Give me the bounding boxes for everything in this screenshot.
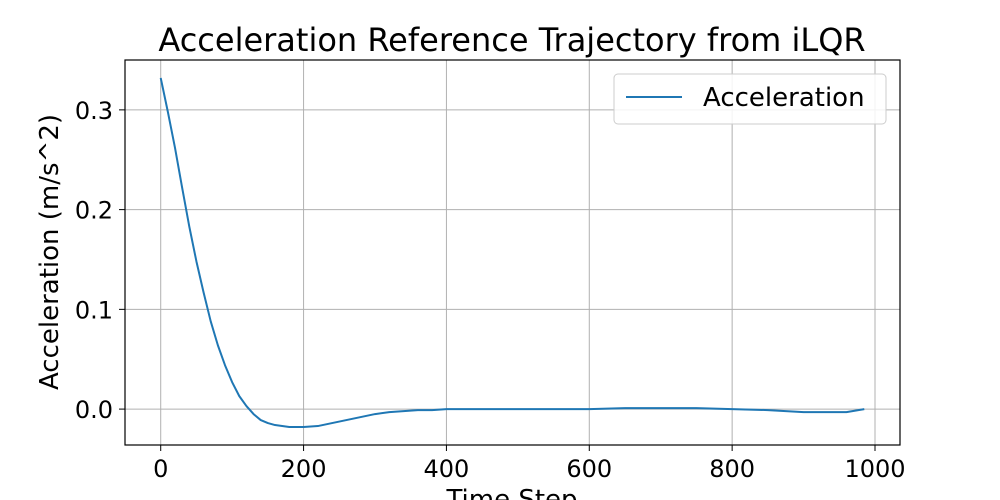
chart-title: Acceleration Reference Trajectory from i… (158, 21, 865, 59)
series-line-acceleration (159, 77, 865, 429)
tick-labels: 0 200 400 600 800 1000 0.0 0.1 0.2 0.3 (75, 97, 906, 483)
y-axis-label: Acceleration (m/s^2) (35, 114, 65, 390)
x-tick-label: 800 (709, 455, 755, 483)
x-tick-label: 1000 (844, 455, 905, 483)
ticks (119, 109, 876, 451)
x-tick-label: 400 (424, 455, 470, 483)
legend-box (613, 73, 887, 125)
x-tick-label: 600 (566, 455, 612, 483)
series-layer (159, 77, 865, 429)
x-tick-label: 200 (281, 455, 327, 483)
y-tick-label: 0.0 (75, 396, 113, 424)
y-tick-label: 0.2 (75, 197, 113, 225)
y-tick-label: 0.3 (75, 97, 113, 125)
plot-frame (124, 59, 901, 446)
legend-label: Acceleration (703, 83, 865, 113)
y-tick-label: 0.1 (75, 296, 113, 324)
legend: Acceleration (613, 73, 887, 125)
x-axis-label: Time Step (445, 485, 577, 500)
x-tick-label: 0 (153, 455, 168, 483)
